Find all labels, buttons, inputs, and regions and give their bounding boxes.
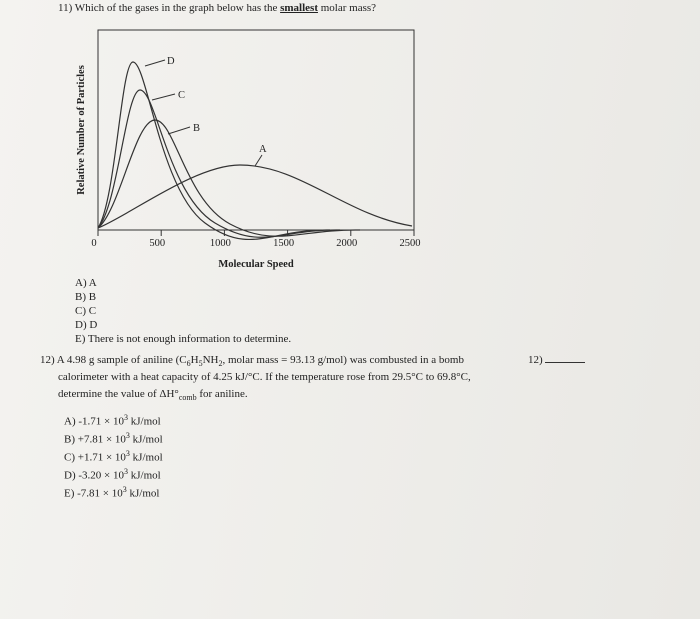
- text: A) -1.71 × 10: [64, 415, 124, 428]
- curve-d: [97, 61, 331, 241]
- emphasis: smallest: [280, 2, 318, 14]
- superscript: 3: [122, 485, 127, 494]
- superscript: 3: [125, 431, 130, 440]
- curve-label: C: [178, 90, 185, 101]
- question-12-line: calorimeter with a heat capacity of 4.25…: [58, 371, 471, 383]
- text: calorimeter with a heat capacity of 4.25…: [58, 371, 471, 383]
- leader: [254, 154, 263, 167]
- choice: A) A: [75, 277, 97, 289]
- curve-label: A: [259, 144, 267, 155]
- question-12-line: 12) A 4.98 g sample of aniline (C6H5NH2,…: [40, 354, 464, 368]
- text: kJ/mol: [129, 433, 163, 446]
- text: , molar mass = 93.13 g/mol) was combuste…: [222, 354, 464, 366]
- leader: [144, 59, 166, 67]
- question-12-line: determine the value of ΔH°comb for anili…: [58, 388, 248, 402]
- question-11: 11) Which of the gases in the graph belo…: [58, 2, 376, 14]
- superscript: 3: [123, 467, 128, 476]
- subscript: 5: [198, 359, 203, 369]
- answer-blank: 12): [528, 354, 586, 366]
- x-axis-label: Molecular Speed: [218, 259, 294, 270]
- text: kJ/mol: [127, 469, 161, 482]
- text: kJ/mol: [127, 415, 161, 428]
- curve-c: [97, 89, 341, 238]
- choice: D) -3.20 × 103 kJ/mol: [64, 467, 161, 482]
- y-axis-label: Relative Number of Particles: [76, 65, 87, 195]
- curve-b: [97, 119, 361, 237]
- text: molar mass?: [317, 2, 377, 14]
- superscript: 3: [123, 413, 128, 422]
- text: 12): [528, 354, 543, 366]
- x-tick-label: 1500: [273, 238, 294, 249]
- subscript: 6: [186, 359, 191, 369]
- choice: B) +7.81 × 103 kJ/mol: [64, 431, 163, 446]
- text: NH: [202, 354, 219, 366]
- curve-a: [97, 164, 413, 229]
- text: 11) Which of the gases in the graph belo…: [58, 2, 281, 14]
- choice: A) -1.71 × 103 kJ/mol: [64, 413, 161, 428]
- choice: E) -7.81 × 103 kJ/mol: [64, 485, 159, 500]
- text: 12) A 4.98 g sample of aniline (C: [40, 354, 187, 366]
- choice: E) There is not enough information to de…: [75, 333, 292, 345]
- x-tick-label: 1000: [210, 238, 231, 249]
- choice: C) +1.71 × 103 kJ/mol: [64, 449, 163, 464]
- graph: D C B A Molecular Speed Relative Number …: [76, 29, 421, 270]
- x-tick-label: 2000: [336, 238, 357, 249]
- x-tick-label: 0: [91, 238, 96, 249]
- leader: [151, 93, 176, 101]
- choice: C) C: [75, 305, 97, 317]
- text: C) +1.71 × 10: [64, 451, 126, 464]
- blank-line: [545, 362, 586, 363]
- curve-label: B: [193, 123, 200, 134]
- leader: [167, 126, 191, 135]
- superscript: 3: [125, 449, 130, 458]
- choice: B) B: [75, 291, 97, 303]
- subscript: 2: [218, 359, 223, 369]
- text: for aniline.: [196, 388, 248, 400]
- curve-label: D: [167, 56, 175, 67]
- text: D) -3.20 × 10: [64, 469, 124, 482]
- text: H: [190, 354, 199, 366]
- x-tick-label: 500: [149, 238, 165, 249]
- text: B) +7.81 × 10: [64, 433, 126, 446]
- text: kJ/mol: [129, 451, 163, 464]
- subscript: comb: [178, 393, 197, 403]
- choice: D) D: [75, 319, 98, 331]
- text: determine the value of ΔH°: [58, 388, 179, 400]
- plot-box: [97, 29, 415, 231]
- x-tick-label: 2500: [400, 238, 421, 249]
- text: kJ/mol: [126, 487, 160, 500]
- text: E) -7.81 × 10: [64, 487, 123, 500]
